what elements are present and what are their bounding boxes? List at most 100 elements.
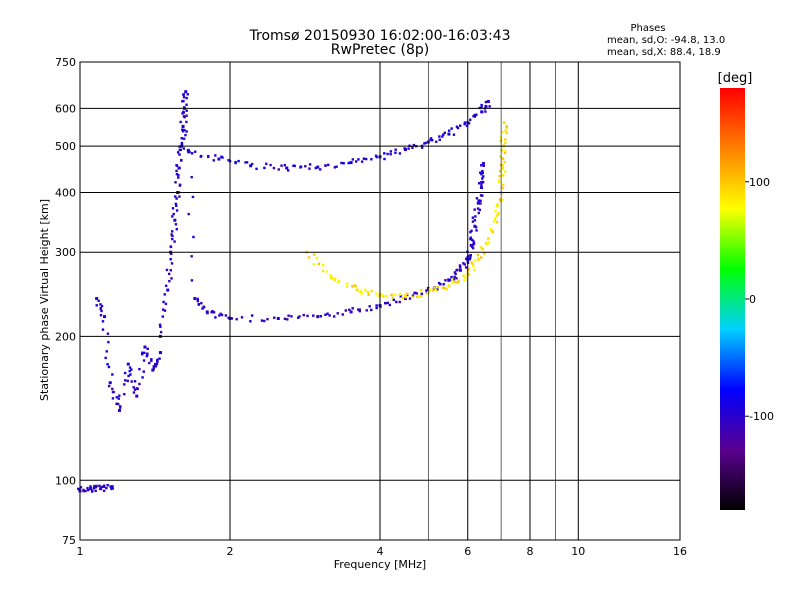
data-point <box>135 394 139 398</box>
data-point <box>111 397 115 400</box>
data-point <box>476 201 480 205</box>
data-point <box>283 163 287 167</box>
data-point <box>90 490 94 493</box>
data-point <box>471 220 475 223</box>
data-point <box>170 233 173 236</box>
data-point <box>124 379 127 382</box>
data-point <box>182 99 185 103</box>
data-point <box>420 146 424 149</box>
data-point <box>78 488 81 491</box>
data-point <box>479 186 483 189</box>
data-point <box>481 180 485 184</box>
data-point <box>354 285 357 288</box>
data-point <box>100 304 104 308</box>
data-point <box>269 163 272 167</box>
data-point <box>106 363 109 366</box>
data-point <box>170 252 173 256</box>
data-point <box>180 158 183 162</box>
data-point <box>287 169 290 172</box>
y-tick-label: 200 <box>55 330 76 343</box>
data-point <box>192 235 195 239</box>
data-point <box>470 261 473 264</box>
data-point <box>196 297 200 301</box>
data-point <box>174 181 177 184</box>
data-point <box>179 120 182 124</box>
data-point <box>364 157 368 161</box>
data-point <box>283 317 287 321</box>
data-point <box>235 318 238 321</box>
data-point <box>105 486 108 490</box>
data-point <box>234 160 237 164</box>
data-point <box>315 256 319 260</box>
data-point <box>107 384 111 388</box>
data-point <box>165 268 169 272</box>
data-point <box>170 230 174 233</box>
data-point <box>430 138 434 142</box>
data-point <box>433 286 436 289</box>
data-point <box>473 219 477 222</box>
data-point <box>265 162 268 166</box>
data-point <box>420 292 424 296</box>
data-point <box>458 268 462 272</box>
data-point <box>217 157 221 161</box>
data-point <box>498 198 502 201</box>
data-point <box>128 369 131 373</box>
data-point <box>171 215 174 218</box>
data-point <box>495 215 498 218</box>
data-point <box>420 294 423 298</box>
data-point <box>162 308 165 311</box>
data-point <box>159 325 162 328</box>
data-point <box>349 161 353 165</box>
data-point <box>457 279 460 282</box>
data-point <box>393 293 397 296</box>
data-point <box>367 293 370 296</box>
data-point <box>340 161 343 165</box>
data-point <box>335 165 338 168</box>
data-point <box>473 208 476 211</box>
data-point <box>180 141 184 145</box>
data-point <box>501 183 505 187</box>
data-point <box>336 312 339 315</box>
data-point <box>497 179 501 182</box>
data-point <box>473 268 476 272</box>
data-point <box>477 211 481 215</box>
data-point <box>473 259 477 262</box>
data-point <box>285 166 289 170</box>
data-point <box>330 276 334 280</box>
data-point <box>370 308 373 312</box>
data-point <box>503 170 507 173</box>
data-point <box>190 279 194 282</box>
data-point <box>298 315 301 318</box>
data-point <box>200 302 203 305</box>
data-point <box>391 296 395 300</box>
data-point <box>479 171 482 174</box>
data-point <box>170 262 174 265</box>
data-point <box>130 368 133 371</box>
data-point <box>454 280 457 284</box>
data-point <box>333 166 337 169</box>
data-point <box>115 402 118 406</box>
data-point <box>354 160 358 163</box>
data-point <box>401 296 404 300</box>
data-point <box>182 111 186 114</box>
data-point <box>182 95 186 99</box>
data-point <box>249 164 253 168</box>
data-point <box>419 289 423 292</box>
data-point <box>193 297 197 301</box>
data-point <box>260 319 264 322</box>
data-point <box>178 195 181 198</box>
data-point <box>492 220 496 223</box>
data-point <box>292 164 295 167</box>
data-point <box>398 300 401 304</box>
data-point <box>326 312 329 315</box>
data-point <box>155 362 159 366</box>
data-point <box>101 328 105 331</box>
data-point <box>497 211 500 215</box>
data-point <box>332 315 336 318</box>
data-point <box>174 202 178 206</box>
data-point <box>299 165 303 168</box>
data-point <box>478 182 481 185</box>
y-axis-label: Stationary phase Virtual Height [km] <box>38 199 51 401</box>
data-point <box>221 156 224 159</box>
data-point <box>177 174 180 177</box>
